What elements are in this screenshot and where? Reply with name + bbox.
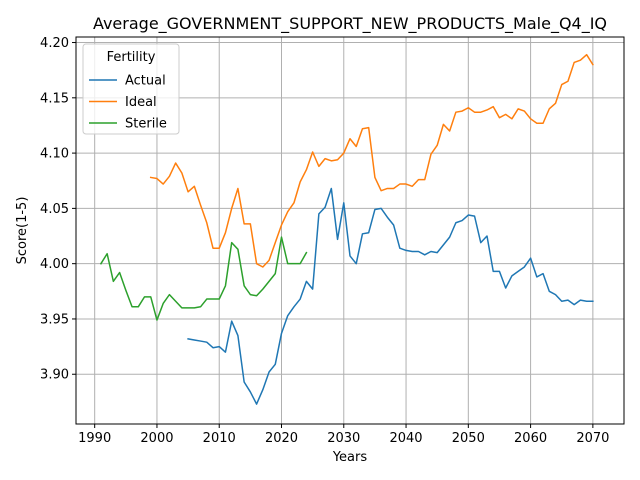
legend: Fertility Actual Ideal Sterile [82, 43, 180, 135]
legend-label-ideal: Ideal [125, 95, 157, 110]
series-line-actual [187, 187, 594, 405]
x-tick-label: 2040 [389, 431, 422, 446]
y-tick-label: 4.10 [40, 147, 69, 162]
y-axis-title: Score(1-5) [15, 197, 30, 265]
legend-box [82, 43, 180, 135]
y-tick-label: 3.95 [40, 312, 69, 327]
x-tick-label: 2050 [452, 431, 485, 446]
x-tick-label: 2010 [203, 431, 236, 446]
y-tick-label: 3.90 [40, 368, 69, 383]
series-layer [99, 53, 594, 405]
x-tick-label: 2000 [140, 431, 173, 446]
y-tick-label: 4.05 [40, 202, 69, 217]
legend-title: Fertility [107, 50, 156, 65]
legend-label-actual: Actual [125, 74, 166, 89]
x-tick-label: 2020 [265, 431, 298, 446]
series-line-ideal [149, 53, 594, 268]
y-tick-label: 4.20 [40, 36, 69, 51]
y-tick-label: 4.00 [40, 257, 69, 272]
legend-entries: Actual Ideal Sterile [89, 74, 167, 132]
legend-label-sterile: Sterile [125, 117, 167, 132]
axis-ticks: 1990 2000 2010 2020 2030 2040 2050 2060 2070 3.90… [40, 36, 609, 446]
grid [76, 37, 624, 424]
series-line-sterile [99, 236, 308, 321]
x-tick-label: 1990 [78, 431, 111, 446]
x-tick-label: 2030 [327, 431, 360, 446]
y-tick-label: 4.15 [40, 91, 69, 106]
chart-title: Average_GOVERNMENT_SUPPORT_NEW_PRODUCTS_… [93, 14, 607, 34]
x-tick-label: 2070 [576, 431, 609, 446]
x-axis-title: Years [332, 450, 368, 465]
plot-frame [75, 36, 625, 425]
x-tick-label: 2060 [514, 431, 547, 446]
